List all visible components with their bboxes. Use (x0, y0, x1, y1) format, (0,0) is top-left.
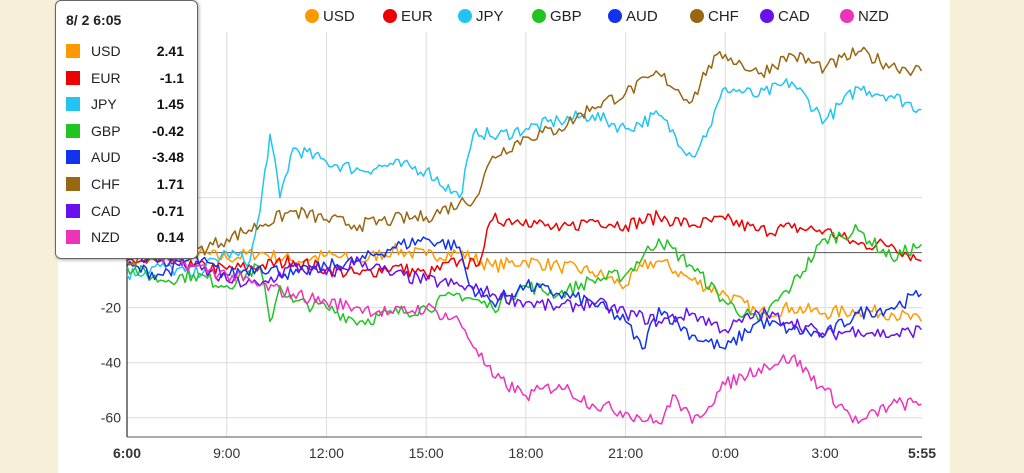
series-line-chf (126, 46, 923, 268)
hover-tooltip: 8/ 2 6:05 USD 2.41 EUR -1.1 JPY 1.45 GBP -0.42 A… (55, 0, 198, 259)
tooltip-row-jpy: JPY 1.45 (66, 95, 194, 115)
x-tick-label: 18:00 (508, 445, 543, 461)
legend-marker-aud (608, 9, 622, 23)
tooltip-time: 8/ 2 6:05 (66, 12, 122, 28)
tooltip-row-gbp: GBP -0.42 (66, 122, 194, 142)
legend-label-aud: AUD (626, 8, 658, 25)
tooltip-currency-name: USD (91, 43, 121, 59)
x-tick-label: 6:00 (113, 445, 141, 461)
tooltip-currency-value: -1.1 (159, 69, 184, 86)
tooltip-currency-name: EUR (91, 69, 121, 86)
tooltip-currency-name: JPY (91, 96, 117, 113)
tooltip-currency-name: CAD (91, 202, 121, 219)
series-line-eur (126, 210, 922, 280)
legend-marker-jpy (458, 9, 472, 23)
tooltip-row-eur: EUR -1.1 (66, 69, 194, 89)
x-tick-label: 5:55 (908, 445, 936, 461)
y-tick-label: -40 (101, 355, 121, 371)
series-line-nzd (126, 245, 922, 425)
tooltip-swatch (66, 230, 80, 245)
x-tick-label: 0:00 (712, 445, 739, 461)
legend-label-usd: USD (323, 8, 355, 25)
tooltip-currency-name: CHF (91, 176, 120, 192)
tooltip-row-cad: CAD -0.71 (66, 202, 194, 222)
x-tick-label: 3:00 (811, 445, 838, 461)
legend-marker-eur (383, 9, 397, 23)
x-tick-label: 9:00 (213, 445, 240, 461)
x-tick-label: 15:00 (409, 445, 444, 461)
x-tick-label: 12:00 (309, 445, 344, 461)
tooltip-swatch (66, 177, 80, 191)
tooltip-swatch (66, 150, 80, 165)
series-line-aud (126, 236, 922, 350)
legend-marker-gbp (532, 9, 546, 23)
legend-label-cad: CAD (778, 8, 810, 25)
tooltip-row-usd: USD 2.41 (66, 42, 194, 62)
legend-marker-usd (305, 9, 319, 23)
series-line-cad (126, 248, 922, 341)
tooltip-swatch (66, 97, 80, 112)
legend-marker-chf (690, 9, 704, 23)
y-tick-label: -60 (101, 410, 121, 426)
legend-label-gbp: GBP (550, 8, 582, 25)
tooltip-currency-name: NZD (91, 229, 120, 246)
legend-marker-cad (760, 9, 774, 23)
legend-marker-nzd (840, 9, 854, 23)
x-tick-label: 21:00 (608, 445, 643, 461)
legend-label-nzd: NZD (858, 8, 889, 25)
legend-label-jpy: JPY (476, 8, 504, 25)
tooltip-currency-value: 1.45 (156, 96, 184, 113)
tooltip-currency-value: 0.14 (156, 229, 184, 246)
legend-label-chf: CHF (708, 8, 739, 25)
series-line-jpy (126, 78, 922, 281)
tooltip-currency-name: GBP (91, 122, 121, 139)
tooltip-currency-value: 1.71 (156, 176, 184, 192)
legend-label-eur: EUR (401, 8, 433, 25)
tooltip-row-nzd: NZD 0.14 (66, 228, 194, 248)
tooltip-currency-value: -3.48 (152, 149, 184, 166)
tooltip-currency-value: 2.41 (156, 43, 184, 59)
tooltip-currency-name: AUD (91, 149, 121, 166)
tooltip-row-aud: AUD -3.48 (66, 148, 194, 168)
tooltip-swatch (66, 70, 80, 85)
tooltip-currency-value: -0.42 (152, 122, 184, 139)
chart-panel (58, 0, 950, 473)
tooltip-swatch (66, 203, 80, 218)
tooltip-swatch (66, 123, 80, 138)
tooltip-swatch (66, 44, 80, 58)
tooltip-row-chf: CHF 1.71 (66, 175, 194, 195)
tooltip-currency-value: -0.71 (152, 202, 184, 219)
y-tick-label: -20 (101, 300, 121, 316)
series-line-usd (126, 242, 923, 322)
